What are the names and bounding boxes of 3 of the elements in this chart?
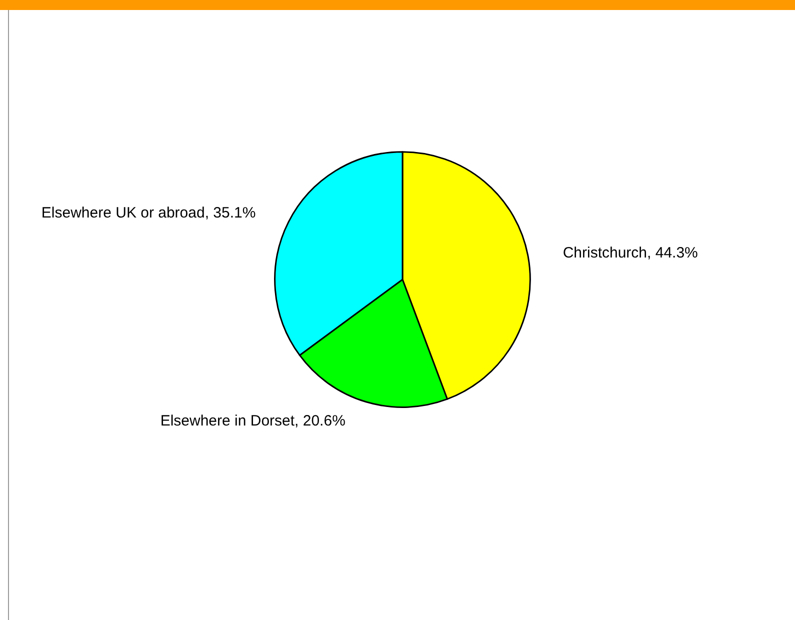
- slice-label: Elsewhere UK or abroad, 35.1%: [41, 204, 256, 222]
- slice-label: Elsewhere in Dorset, 20.6%: [160, 412, 346, 430]
- slice-label: Christchurch, 44.3%: [562, 244, 698, 262]
